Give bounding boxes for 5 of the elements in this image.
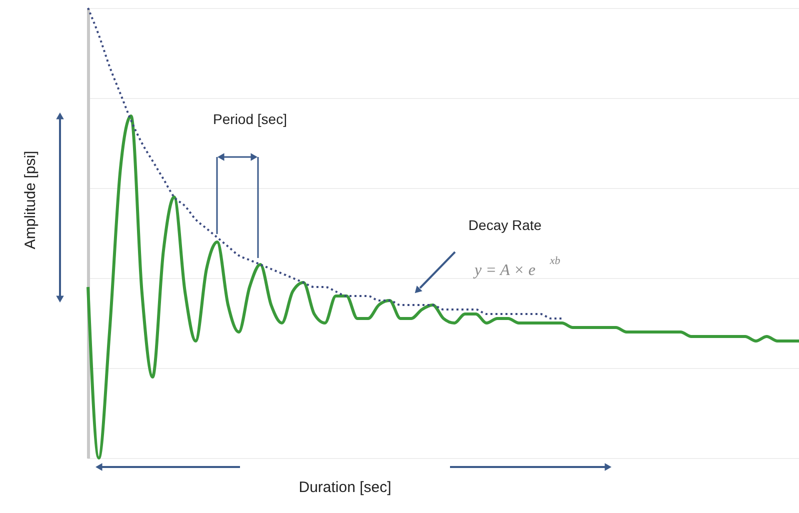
y-axis-title: Amplitude [psi] — [22, 150, 39, 250]
annotation: Period [sec] — [213, 111, 287, 127]
x-axis-title: Duration [sec] — [298, 479, 392, 496]
annotation: Decay Rate — [468, 217, 542, 233]
annotation: y = A × exb — [472, 255, 561, 279]
